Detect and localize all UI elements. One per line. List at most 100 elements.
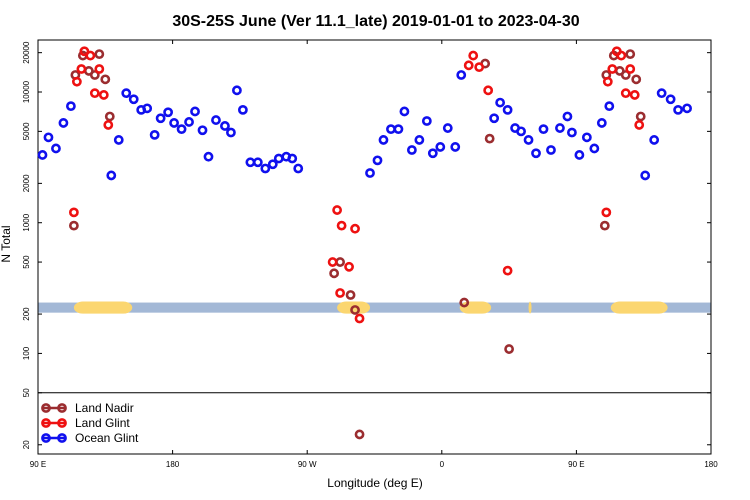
data-point — [456, 70, 467, 80]
data-point — [197, 125, 208, 136]
data-point — [149, 129, 160, 140]
data-point — [142, 103, 153, 114]
data-point — [89, 88, 100, 99]
data-point — [332, 205, 343, 215]
data-point — [79, 46, 90, 57]
data-point — [414, 135, 425, 145]
data-point — [484, 133, 495, 144]
data-point — [489, 113, 500, 124]
data-point — [504, 344, 514, 354]
data-point — [399, 106, 410, 117]
legend-entry: Ocean Glint — [75, 431, 139, 445]
data-point — [616, 50, 627, 61]
y-tick-label: 10000 — [22, 80, 31, 103]
data-point — [378, 135, 389, 145]
data-point — [71, 76, 82, 87]
x-tick-label: 180 — [704, 460, 718, 469]
data-point — [607, 64, 618, 74]
data-point — [68, 207, 79, 218]
data-point — [599, 220, 610, 231]
data-point — [76, 64, 87, 74]
data-point — [329, 268, 340, 279]
data-point — [203, 151, 214, 162]
band-layer — [38, 301, 711, 314]
data-point — [393, 124, 404, 135]
x-tick-label: 90 W — [298, 460, 317, 469]
y-tick-label: 100 — [22, 346, 31, 360]
data-point — [372, 155, 383, 166]
data-point — [232, 85, 242, 96]
data-point — [128, 94, 139, 105]
data-point — [459, 297, 470, 308]
y-tick-label: 20 — [22, 440, 31, 449]
coverage-band — [38, 302, 711, 313]
data-point — [625, 64, 636, 74]
data-point — [51, 143, 61, 154]
data-point — [163, 107, 174, 118]
data-point — [629, 90, 640, 100]
data-point — [344, 261, 354, 272]
data-point — [335, 257, 346, 267]
data-point — [226, 127, 236, 138]
band-highlight — [73, 301, 133, 314]
y-tick-label: 1000 — [22, 213, 31, 231]
data-point — [350, 305, 360, 315]
y-tick-label: 50 — [22, 388, 31, 397]
data-point — [113, 135, 124, 145]
data-point — [260, 163, 271, 174]
data-point — [567, 127, 577, 138]
data-point — [555, 123, 565, 133]
data-point — [502, 265, 513, 276]
data-point — [245, 157, 256, 168]
data-point — [634, 120, 645, 130]
data-point — [43, 132, 54, 143]
data-point — [562, 111, 573, 122]
data-point — [589, 143, 600, 154]
data-point — [682, 103, 692, 114]
legend-swatch-marker — [41, 433, 51, 443]
data-point — [450, 142, 461, 152]
data-point — [656, 88, 667, 99]
data-point — [602, 76, 613, 87]
data-point — [252, 157, 263, 168]
data-point — [121, 88, 132, 99]
data-point — [631, 74, 642, 85]
data-point — [635, 111, 646, 122]
data-point — [66, 101, 76, 112]
x-tick-label: 0 — [440, 460, 445, 469]
x-tick-label: 180 — [166, 460, 180, 469]
data-point — [273, 153, 284, 164]
data-point — [406, 145, 417, 155]
data-point — [538, 124, 549, 135]
data-point — [345, 290, 356, 300]
data-point — [601, 207, 612, 218]
data-point — [220, 121, 230, 131]
data-point — [103, 120, 114, 130]
axes-layer: 90 E 180 90 W 0 90 E 180 20 50 100 200 500 1000 2000… — [22, 39, 718, 469]
y-tick-label: 2000 — [22, 174, 31, 192]
band-highlight — [610, 301, 668, 314]
data-point — [435, 142, 446, 152]
data-point — [94, 49, 105, 60]
data-point — [474, 62, 485, 73]
data-point — [523, 135, 534, 145]
y-tick-label: 500 — [22, 255, 31, 269]
data-point — [267, 159, 278, 170]
data-point — [625, 49, 636, 60]
data-point — [354, 313, 365, 324]
data-point — [190, 106, 200, 117]
data-point — [463, 60, 474, 71]
data-point — [327, 257, 338, 267]
data-point — [483, 85, 494, 96]
plot-frame — [37, 39, 712, 455]
data-point — [640, 170, 651, 181]
legend-swatch-marker — [57, 403, 67, 413]
data-point — [649, 135, 660, 145]
legend-swatch-marker — [41, 418, 51, 428]
points-layer — [37, 46, 692, 440]
band-highlight — [459, 301, 492, 314]
data-point — [237, 104, 248, 115]
data-point — [211, 115, 221, 125]
data-point — [350, 223, 360, 234]
data-point — [89, 70, 100, 80]
